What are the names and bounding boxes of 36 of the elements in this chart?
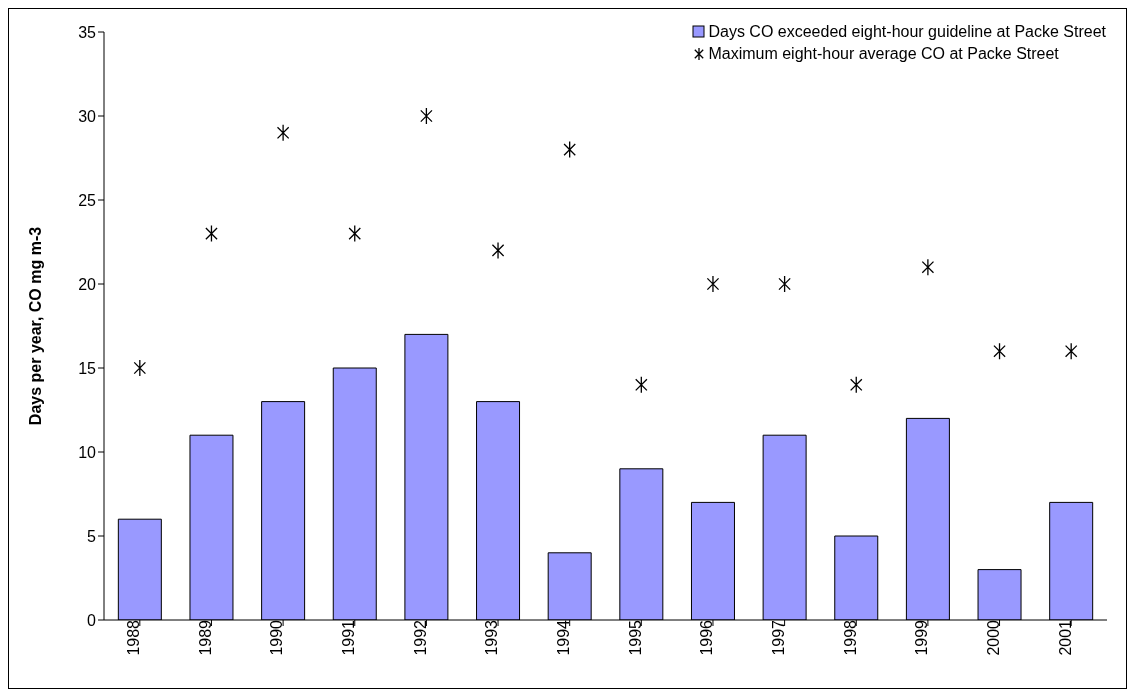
y-axis-title: Days per year, CO mg m-3 (26, 226, 44, 426)
x-tick-label: 1989 (196, 619, 214, 656)
point (778, 275, 791, 293)
x-tick-label: 1990 (268, 619, 286, 656)
point (635, 376, 648, 394)
y-tick-label: 5 (87, 527, 97, 545)
x-tick-label: 1988 (125, 619, 143, 656)
y-tick-label: 25 (78, 191, 97, 209)
x-tick-label: 1998 (841, 619, 859, 656)
x-tick-label: 1995 (626, 619, 644, 656)
legend-label: Maximum eight-hour average CO at Packe Street (708, 45, 1059, 63)
y-tick-label: 10 (78, 443, 97, 461)
point (276, 124, 290, 142)
point (133, 359, 147, 377)
point (850, 376, 863, 394)
x-tick-label: 1991 (340, 619, 358, 656)
x-tick-label: 1993 (483, 619, 501, 656)
legend-label: Days CO exceeded eight-hour guideline at Packe Street (708, 23, 1106, 41)
x-tick-label: 1994 (555, 619, 573, 656)
point (706, 275, 720, 293)
y-tick-label: 15 (78, 359, 97, 377)
x-tick-label: 2001 (1056, 619, 1074, 656)
x-tick-label: 1999 (913, 619, 931, 656)
x-tick-label: 1996 (698, 619, 716, 656)
y-tick-label: 20 (78, 275, 97, 293)
y-tick-label: 35 (78, 23, 97, 41)
x-tick-label: 1992 (411, 619, 429, 656)
point (993, 342, 1006, 360)
x-tick-label: 1997 (769, 619, 787, 656)
y-tick-label: 0 (87, 611, 97, 629)
point (420, 107, 433, 125)
point (921, 258, 935, 276)
x-tick-label: 2000 (984, 619, 1002, 656)
y-tick-label: 30 (78, 107, 97, 125)
point (1064, 342, 1078, 360)
point (491, 241, 505, 260)
